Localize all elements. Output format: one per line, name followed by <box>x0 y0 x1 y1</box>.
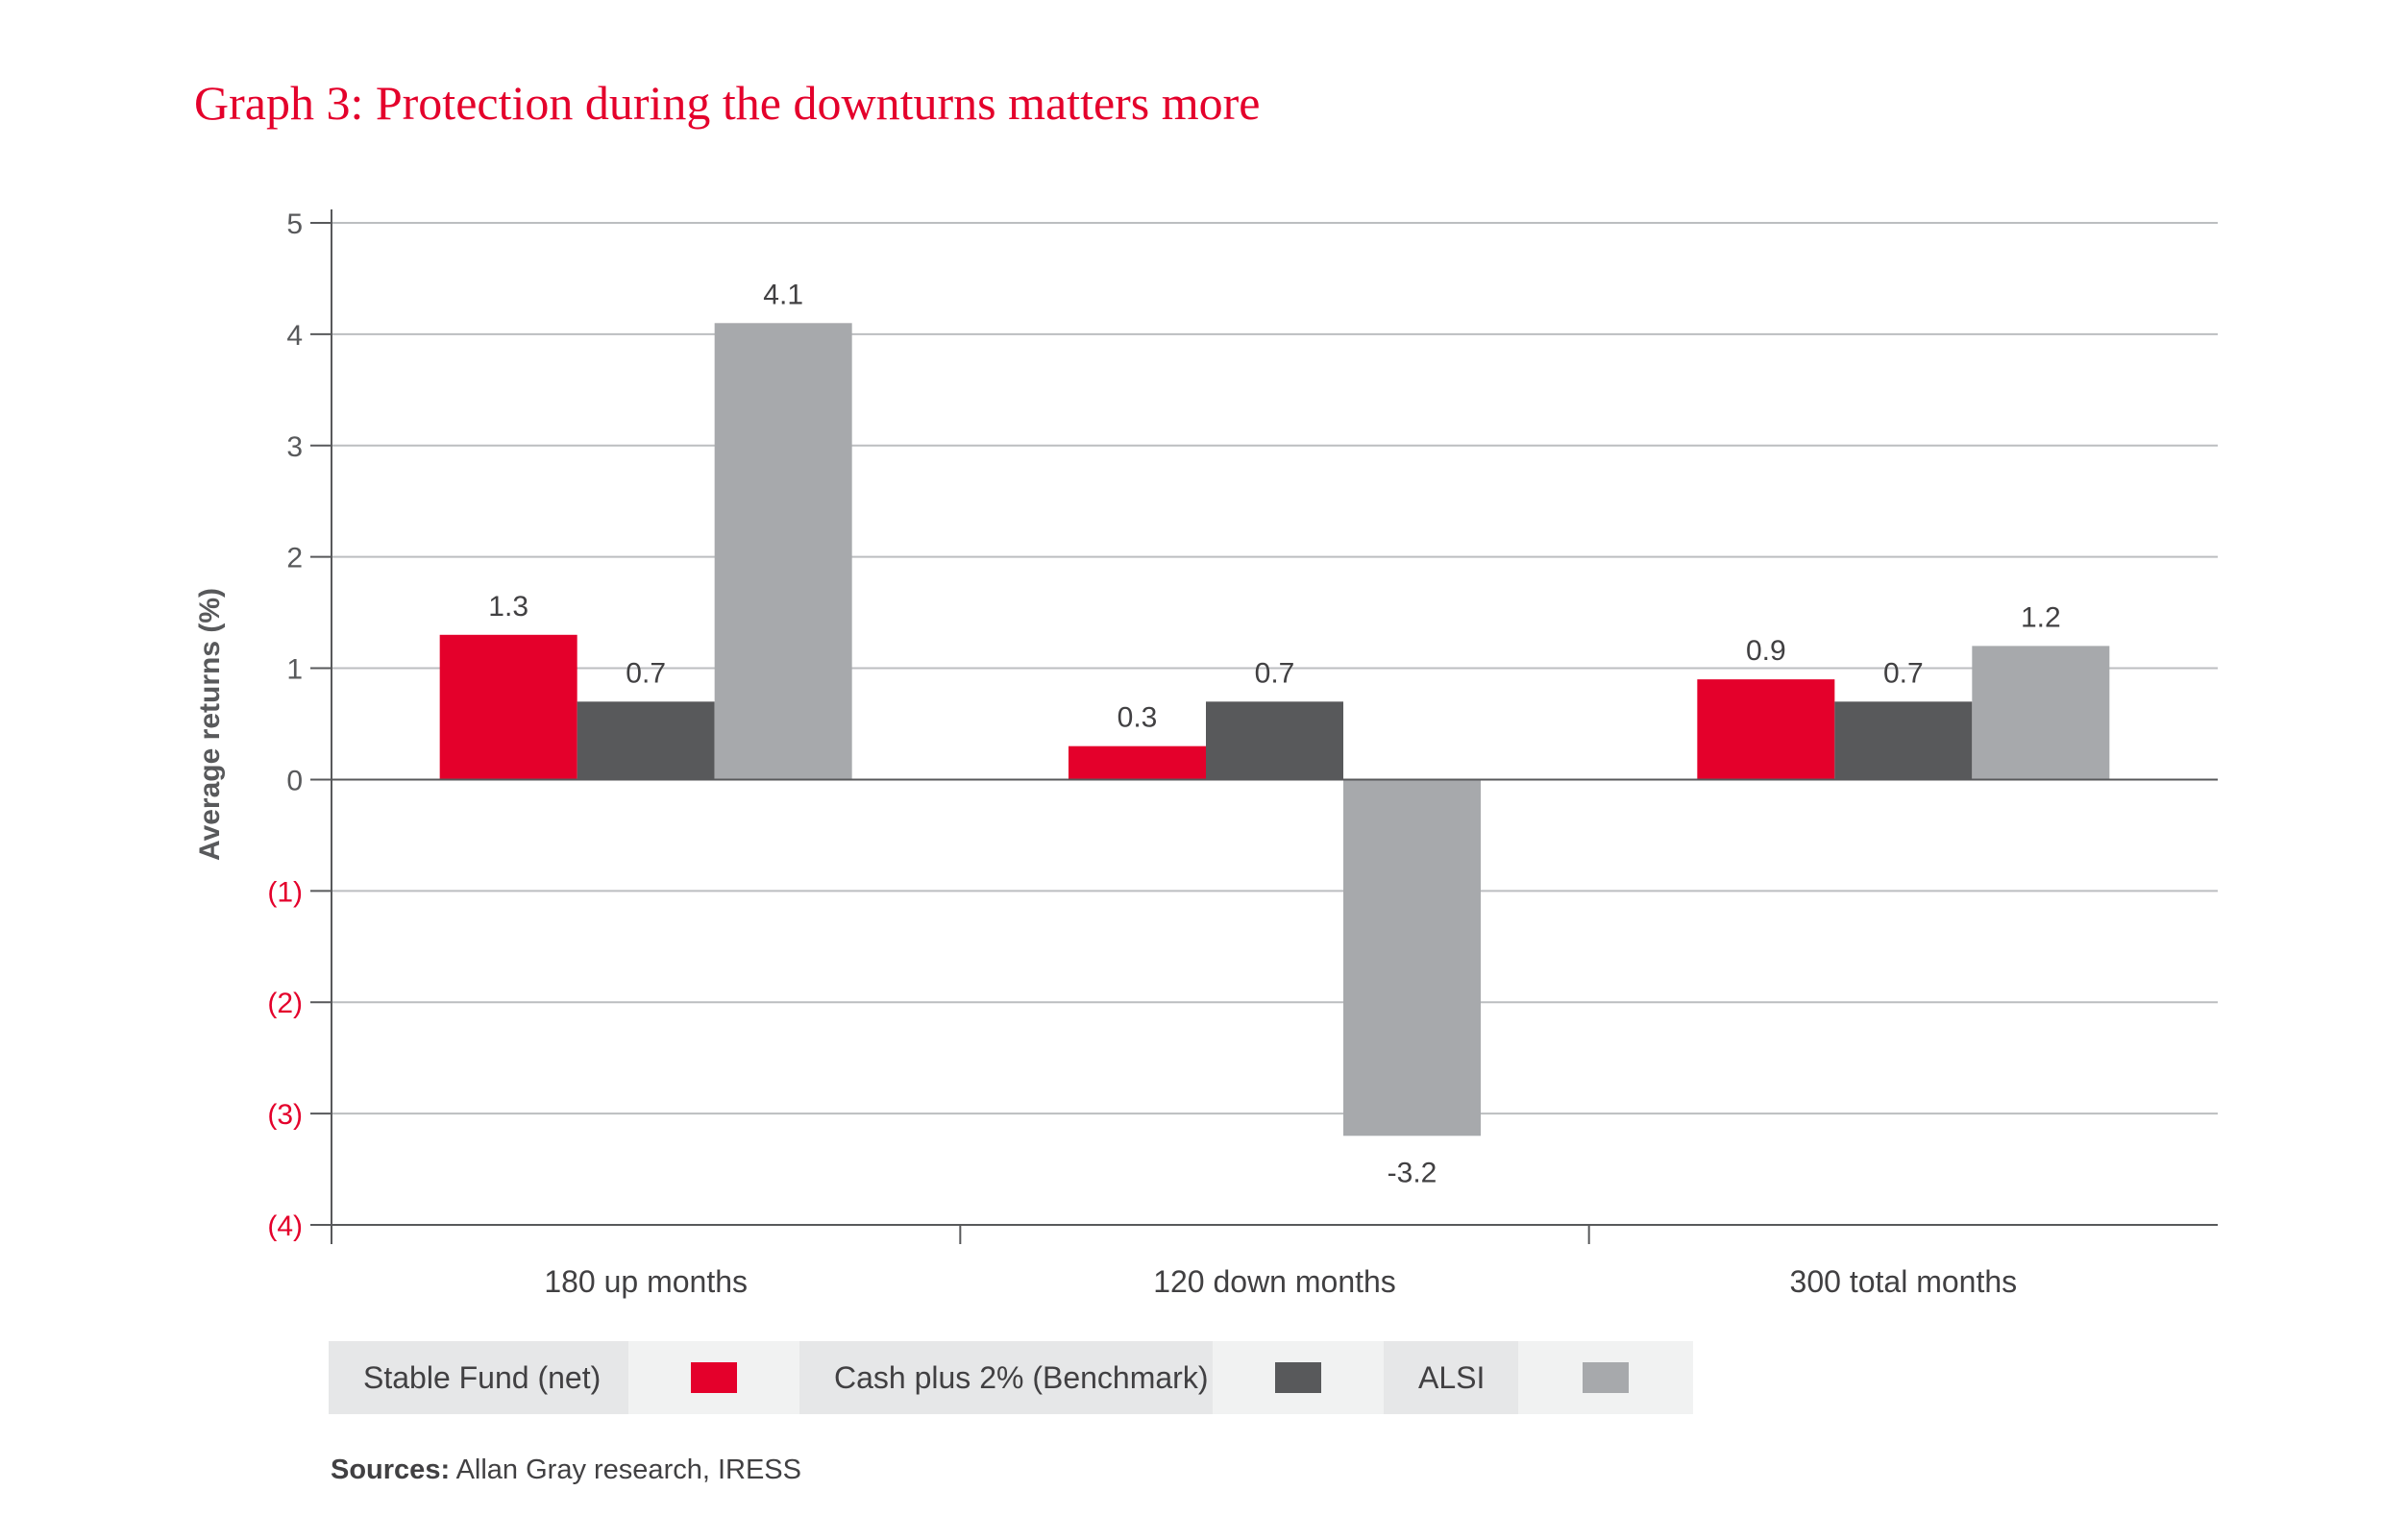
bar <box>1069 746 1206 780</box>
data-label: 0.7 <box>626 657 666 689</box>
chart-title: Graph 3: Protection during the downturns… <box>194 76 1261 130</box>
bar <box>1972 646 2110 780</box>
legend-swatch-alsi <box>1583 1362 1629 1393</box>
bar <box>1697 679 1835 780</box>
legend-swatch-cash-plus <box>1275 1362 1321 1393</box>
data-label: 0.9 <box>1746 635 1786 667</box>
data-label: -3.2 <box>1388 1157 1437 1188</box>
y-tick-label: 1 <box>286 654 303 686</box>
bar-series <box>439 323 2110 1137</box>
bar <box>1343 779 1481 1137</box>
y-tick-label: (2) <box>267 988 303 1019</box>
data-label: 0.7 <box>1883 657 1924 689</box>
legend-swatch-cell <box>1213 1341 1384 1414</box>
legend: Stable Fund (net) Cash plus 2% (Benchmar… <box>329 1341 1693 1414</box>
sources-text: Allan Gray research, IRESS <box>455 1454 801 1485</box>
axes: 5 4 3 2 1 0 (1) (2) (3) (4) 180 up months 120 down … <box>267 208 2218 1299</box>
sources-note: Sources: Allan Gray research, IRESS <box>331 1454 801 1486</box>
y-axis-label: Average returns (%) <box>194 588 226 861</box>
y-tick-label: 3 <box>286 431 303 463</box>
x-tick-label: 120 down months <box>1153 1264 1396 1299</box>
bar <box>577 701 715 780</box>
bar <box>714 323 852 780</box>
x-tick-label: 300 total months <box>1790 1264 2018 1299</box>
legend-label-cash-plus: Cash plus 2% (Benchmark) <box>799 1341 1213 1414</box>
data-label: 1.3 <box>488 591 528 623</box>
data-labels: 1.3 0.3 0.9 0.7 0.7 0.7 4.1 -3.2 1.2 <box>488 279 2060 1188</box>
y-tick-label: 5 <box>286 208 303 240</box>
data-label: 0.7 <box>1255 657 1295 689</box>
data-label: 4.1 <box>763 279 803 310</box>
legend-swatch-cell <box>1518 1341 1693 1414</box>
data-label: 0.3 <box>1118 702 1158 734</box>
legend-swatch-cell <box>628 1341 799 1414</box>
bar <box>1834 701 1973 780</box>
y-tick-label: 4 <box>286 320 303 352</box>
y-tick-label: (4) <box>267 1210 303 1242</box>
bar <box>439 634 577 780</box>
legend-label-stable-fund: Stable Fund (net) <box>329 1341 628 1414</box>
sources-label: Sources: <box>331 1454 451 1485</box>
legend-label-alsi: ALSI <box>1384 1341 1518 1414</box>
y-tick-label: 0 <box>286 765 303 796</box>
data-label: 1.2 <box>2021 601 2061 633</box>
legend-swatch-stable-fund <box>691 1362 737 1393</box>
x-tick-label: 180 up months <box>544 1264 748 1299</box>
bar <box>1206 701 1343 780</box>
y-tick-label: (1) <box>267 876 303 908</box>
y-tick-label: (3) <box>267 1099 303 1131</box>
y-tick-label: 2 <box>286 543 303 574</box>
